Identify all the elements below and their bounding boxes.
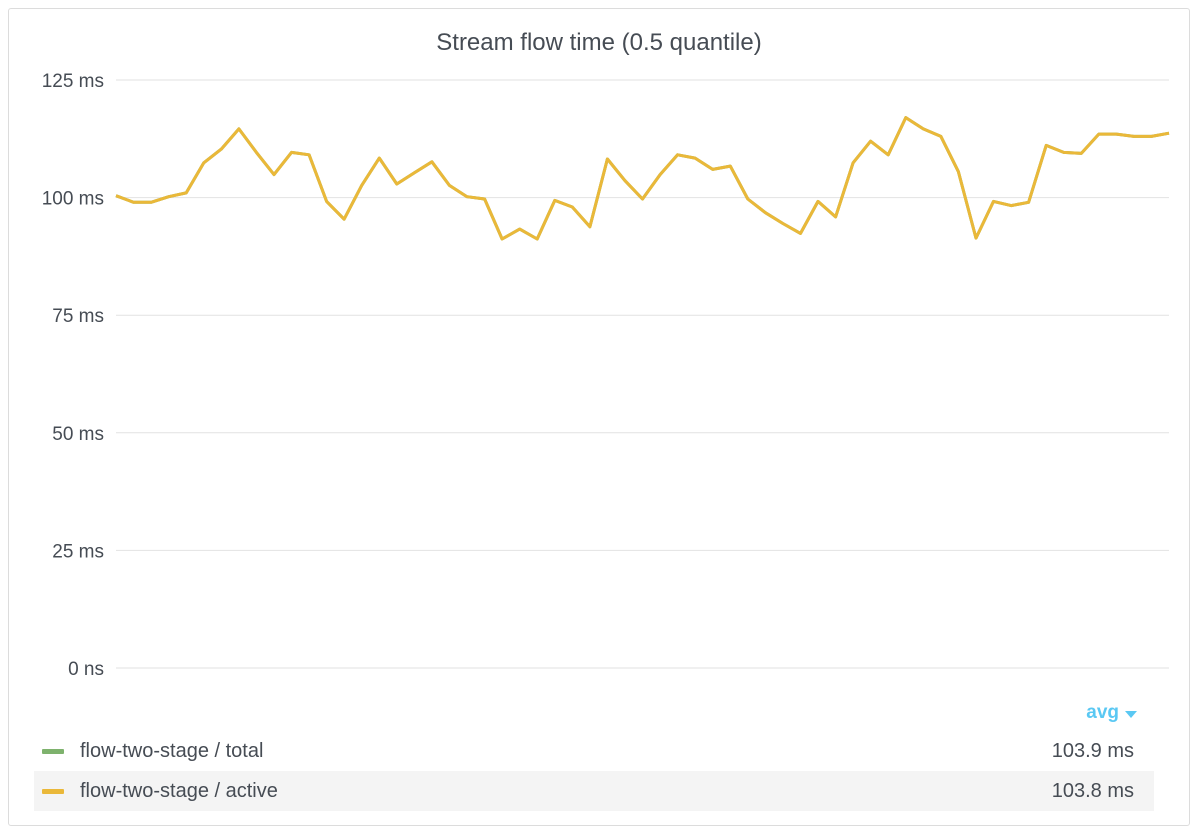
y-tick-label: 100 ms (42, 189, 104, 210)
legend-series-avg: 103.9 ms (1051, 739, 1134, 762)
series-swatch-icon (42, 788, 64, 794)
series-swatch-icon (42, 748, 64, 754)
legend-series-name: flow-two-stage / total (80, 739, 264, 762)
graph-panel: Stream flow time (0.5 quantile) (8, 8, 1190, 826)
grid-lines (116, 79, 1169, 669)
legend-series-avg: 103.8 ms (1051, 779, 1134, 802)
y-tick-label: 75 ms (52, 306, 104, 327)
legend-stat-label: avg (1086, 702, 1119, 723)
y-tick-label: 50 ms (52, 424, 104, 445)
line-chart: 0 ns 25 ms 50 ms 75 ms 100 ms 125 ms (42, 71, 1170, 680)
legend-item-total[interactable]: flow-two-stage / total 103.9 ms (34, 731, 1154, 771)
y-tick-label: 125 ms (42, 71, 104, 92)
panel-title: Stream flow time (0.5 quantile) (436, 29, 762, 56)
y-tick-label: 0 ns (68, 659, 104, 680)
legend-stat-selector[interactable]: avg (1086, 702, 1137, 724)
legend-series-name: flow-two-stage / active (80, 779, 278, 802)
series-line-flow-two-stage-total[interactable] (115, 116, 1170, 241)
caret-down-icon (1125, 710, 1137, 718)
legend-item-active[interactable]: flow-two-stage / active 103.8 ms (34, 771, 1154, 811)
y-axis: 0 ns 25 ms 50 ms 75 ms 100 ms 125 ms (42, 71, 104, 680)
y-tick-label: 25 ms (52, 541, 104, 562)
series-lines (115, 116, 1170, 241)
series-line-flow-two-stage-active[interactable] (115, 116, 1170, 241)
